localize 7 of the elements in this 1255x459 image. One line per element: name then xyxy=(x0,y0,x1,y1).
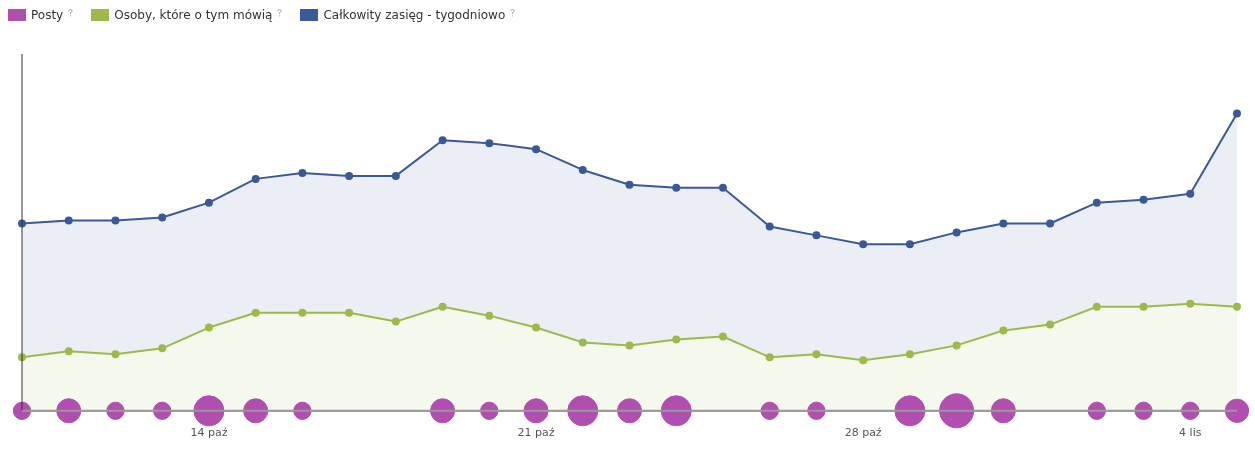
x-tick-label: 21 paź xyxy=(517,426,555,440)
x-tick-label: 28 paź xyxy=(844,426,882,440)
legend-label: Posty xyxy=(31,8,64,22)
x-tick-label: 14 paź xyxy=(190,426,228,440)
legend-label: Osoby, które o tym mówią xyxy=(114,8,273,22)
x-tick-label: 4 lis xyxy=(1179,426,1202,440)
legend-label: Całkowity zasięg - tygodniowo xyxy=(323,8,506,22)
